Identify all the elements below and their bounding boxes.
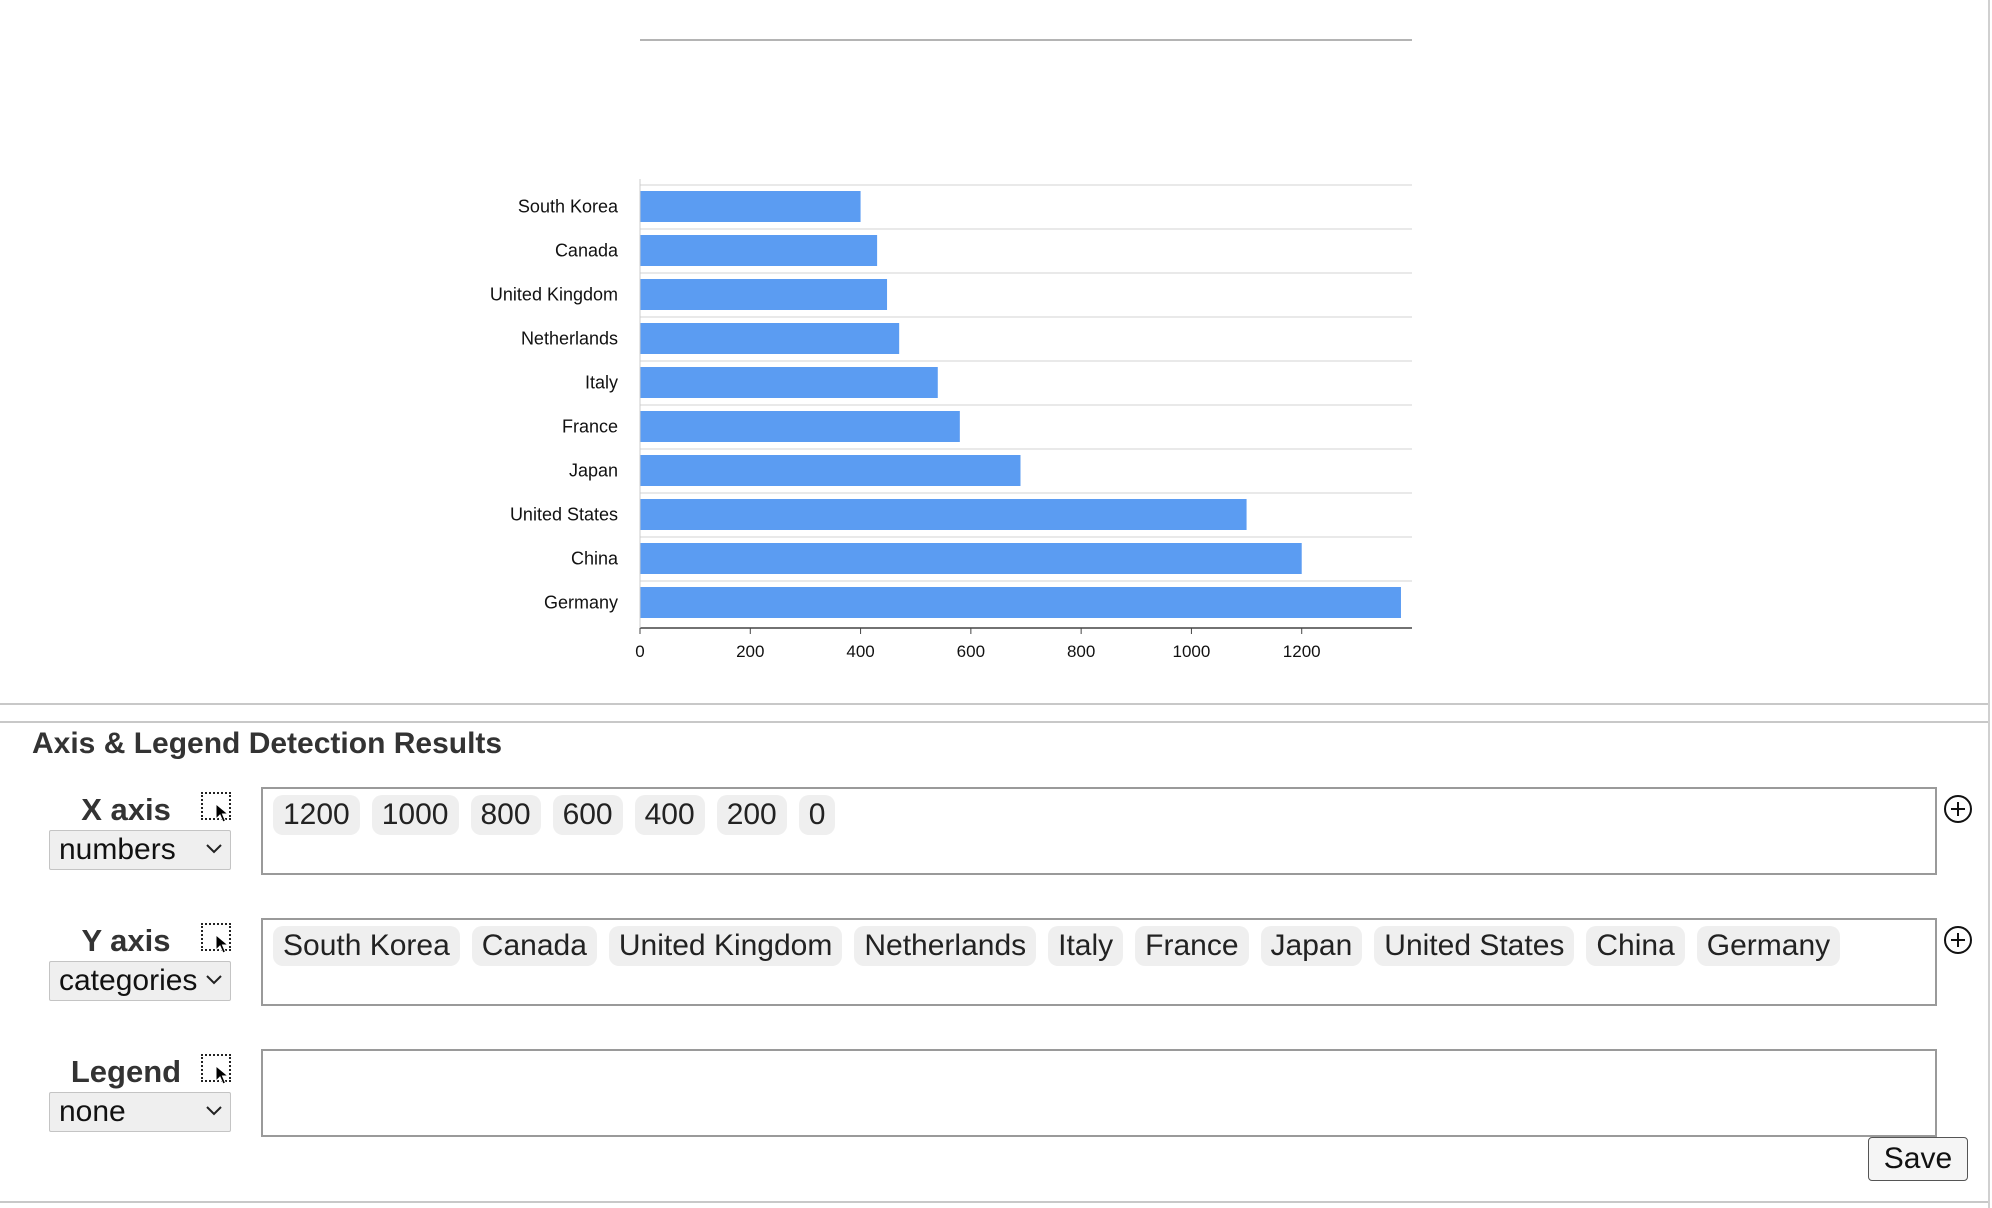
tag-chip[interactable]: 600 [552,795,623,835]
panel-edge [1988,0,1990,1208]
y-tick-label: France [562,417,618,437]
legend-type-value: none [59,1095,126,1128]
x-tick-label: 600 [957,642,985,661]
tag-chip[interactable]: 0 [798,795,836,835]
x-axis-type-select[interactable]: numbers [49,830,231,870]
tag-chip[interactable]: 800 [470,795,541,835]
x-axis-type-value: numbers [59,833,176,866]
x-tick-label: 200 [736,642,764,661]
x-tick-label: 0 [635,642,644,661]
chevron-down-icon [206,975,222,985]
tag-chip[interactable]: France [1135,926,1249,966]
y-tick-label: South Korea [518,197,619,217]
y-axis-select-region-icon[interactable] [200,922,231,954]
y-axis-type-value: categories [59,964,198,997]
x-axis-label: X axis [81,792,171,827]
bar [640,323,900,354]
y-axis-label: Y axis [81,923,171,958]
tag-chip[interactable]: Netherlands [854,926,1037,966]
bar [640,235,878,266]
tag-chip[interactable]: Germany [1696,926,1841,966]
y-axis-row: Y axis categories South Korea Canada Unite… [0,918,1990,1016]
y-axis-add-icon[interactable] [1944,926,1972,954]
bar [640,499,1247,530]
legend-select-region-icon[interactable] [200,1053,231,1085]
y-axis-type-select[interactable]: categories [49,961,231,1001]
tag-chip[interactable]: South Korea [273,926,460,966]
y-tick-label: China [571,549,619,569]
tag-chip[interactable]: Canada [471,926,597,966]
tag-chip[interactable]: China [1586,926,1685,966]
y-tick-label: United States [510,505,618,525]
bar [640,455,1021,486]
bar [640,367,938,398]
bar-chart: South Korea Canada United Kingdom Netherlan… [490,39,1412,661]
x-axis-select-region-icon[interactable] [200,791,231,823]
chart-svg: South Korea Canada United Kingdom Netherlan… [490,39,1412,661]
chevron-down-icon [206,844,222,854]
y-tick-label: Canada [555,241,619,261]
y-tick-label: Japan [569,461,618,481]
tag-chip[interactable]: 200 [716,795,787,835]
y-axis-tags-box[interactable]: South Korea Canada United Kingdom Netherlan… [261,918,1937,1006]
tag-chip[interactable]: 1200 [273,795,360,835]
x-axis-row: X axis numbers 1200 1000 800 600 400 200 0 [0,787,1990,885]
x-tick-label: 1000 [1173,642,1211,661]
tag-chip[interactable]: United Kingdom [608,926,843,966]
x-tick-label: 1200 [1283,642,1321,661]
y-tick-label: Netherlands [521,329,618,349]
legend-row: Legend none [0,1049,1990,1147]
results-title: Axis & Legend Detection Results [32,727,503,760]
x-tick-label: 800 [1067,642,1095,661]
divider [0,703,1990,705]
bar [640,191,861,222]
tag-chip[interactable]: Japan [1260,926,1363,966]
save-button[interactable]: Save [1868,1137,1968,1181]
bar [640,543,1302,574]
legend-type-select[interactable]: none [49,1092,231,1132]
chevron-down-icon [206,1106,222,1116]
legend-label: Legend [70,1054,182,1089]
tag-chip[interactable]: Italy [1048,926,1124,966]
divider [0,1201,1990,1203]
tag-chip[interactable]: 400 [634,795,705,835]
x-axis-tags-box[interactable]: 1200 1000 800 600 400 200 0 [261,787,1937,875]
tag-chip[interactable]: United States [1374,926,1575,966]
x-tick-label: 400 [846,642,874,661]
y-tick-label: United Kingdom [490,285,618,305]
bar [640,587,1401,618]
legend-tags-box[interactable] [261,1049,1937,1137]
divider [0,721,1990,723]
bar [640,411,960,442]
y-tick-label: Germany [544,593,618,613]
bar [640,279,888,310]
x-axis-add-icon[interactable] [1944,795,1972,823]
tag-chip[interactable]: 1000 [371,795,459,835]
y-tick-label: Italy [585,373,618,393]
